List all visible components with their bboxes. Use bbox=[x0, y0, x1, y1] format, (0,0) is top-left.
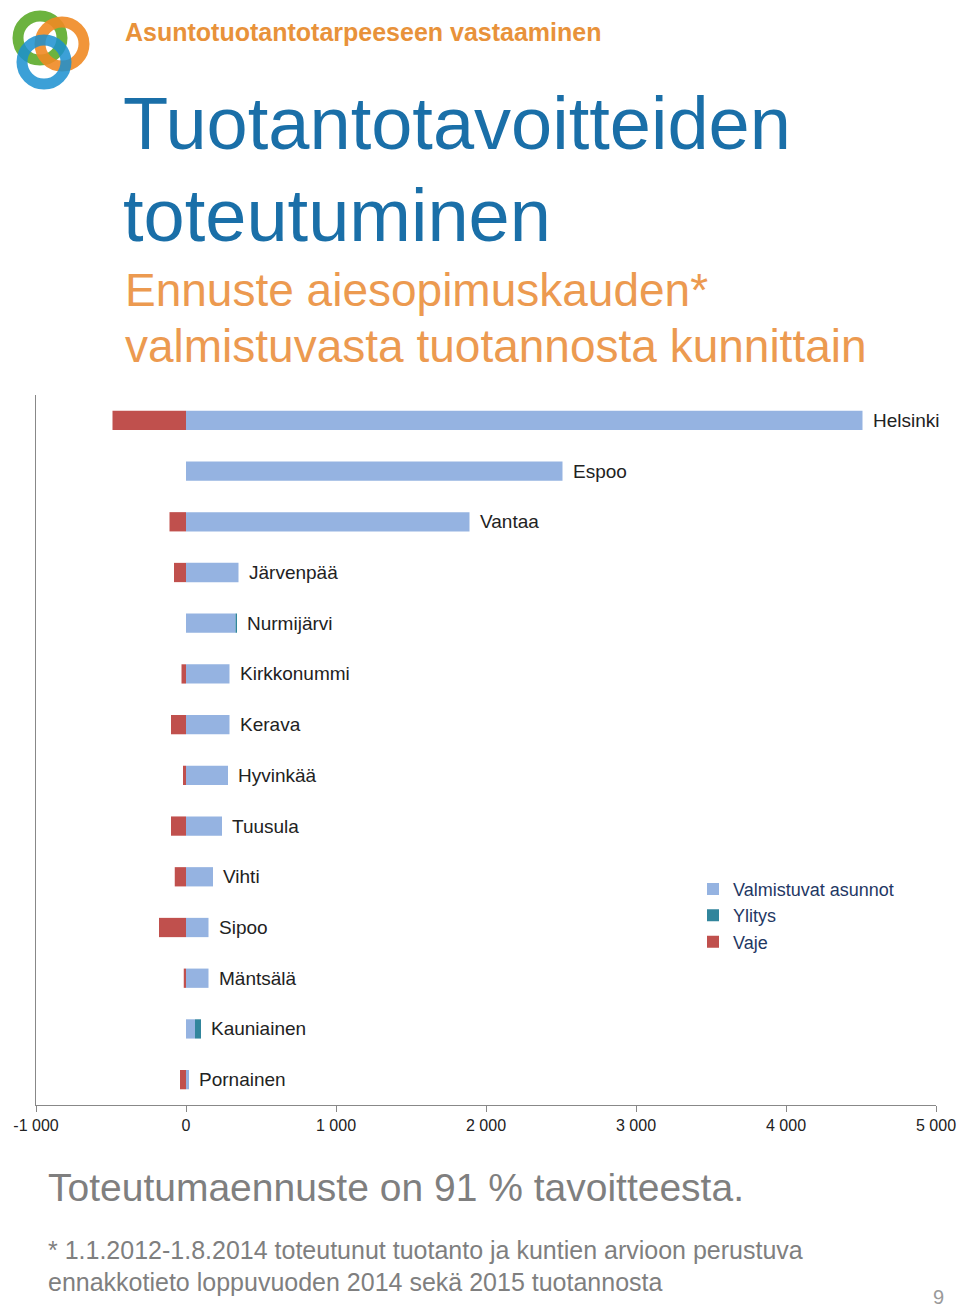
svg-text:Ylitys: Ylitys bbox=[733, 906, 776, 926]
svg-text:Pornainen: Pornainen bbox=[199, 1069, 286, 1090]
svg-text:0: 0 bbox=[182, 1117, 191, 1134]
svg-text:5 000: 5 000 bbox=[916, 1117, 956, 1134]
svg-text:Vaje: Vaje bbox=[733, 933, 768, 953]
svg-text:Kerava: Kerava bbox=[240, 714, 301, 735]
svg-text:1 000: 1 000 bbox=[316, 1117, 356, 1134]
svg-text:Vantaa: Vantaa bbox=[480, 511, 539, 532]
svg-text:Järvenpää: Järvenpää bbox=[249, 562, 338, 583]
svg-text:-1 000: -1 000 bbox=[13, 1117, 58, 1134]
svg-text:Sipoo: Sipoo bbox=[219, 917, 268, 938]
svg-text:Helsinki: Helsinki bbox=[873, 410, 940, 431]
svg-text:3 000: 3 000 bbox=[616, 1117, 656, 1134]
html-text:9: 9 bbox=[933, 1286, 945, 1307]
svg-text:2 000: 2 000 bbox=[466, 1117, 506, 1134]
svg-text:Tuusula: Tuusula bbox=[232, 816, 299, 837]
svg-text:4 000: 4 000 bbox=[766, 1117, 806, 1134]
html-text:Ennuste aiesopimuskauden* valm: Ennuste aiesopimuskauden* valmistuvasta … bbox=[125, 264, 867, 372]
svg-text:Nurmijärvi: Nurmijärvi bbox=[247, 613, 333, 634]
svg-text:Mäntsälä: Mäntsälä bbox=[219, 968, 297, 989]
html-text:Asuntotuotantotarpeeseen vasta: Asuntotuotantotarpeeseen vastaaminen bbox=[125, 18, 602, 46]
svg-text:Hyvinkää: Hyvinkää bbox=[238, 765, 317, 786]
svg-text:Kauniainen: Kauniainen bbox=[211, 1018, 306, 1039]
html-text:Toteutumaennuste on 91 % tavoi: Toteutumaennuste on 91 % tavoitteesta. bbox=[48, 1166, 744, 1209]
svg-text:Espoo: Espoo bbox=[573, 461, 627, 482]
html-text:* 1.1.2012-1.8.2014 toteutunut: * 1.1.2012-1.8.2014 toteutunut tuotanto … bbox=[48, 1236, 803, 1296]
svg-text:Vihti: Vihti bbox=[223, 866, 260, 887]
svg-text:Kirkkonummi: Kirkkonummi bbox=[240, 663, 350, 684]
svg-text:Valmistuvat asunnot: Valmistuvat asunnot bbox=[733, 880, 894, 900]
html-text:Tuotantotavoitteiden toteutumi: Tuotantotavoitteiden toteutuminen bbox=[123, 82, 791, 257]
